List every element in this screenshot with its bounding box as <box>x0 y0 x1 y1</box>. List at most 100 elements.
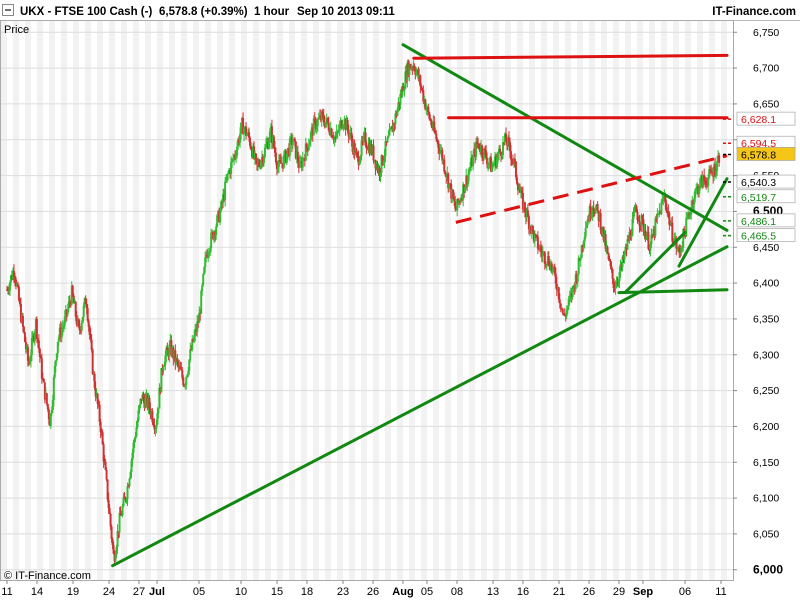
day-stripe <box>553 21 559 580</box>
candle-body <box>121 506 124 516</box>
candle-body <box>491 166 494 172</box>
candle-body <box>8 282 11 291</box>
candle-body <box>51 400 54 410</box>
day-stripe <box>541 21 547 580</box>
candle-body <box>216 215 219 227</box>
candle-body <box>500 151 503 157</box>
candle-body <box>640 215 643 226</box>
candle-body <box>509 151 512 160</box>
candle-body <box>97 403 100 405</box>
day-stripe <box>49 21 55 580</box>
candle-body <box>198 313 201 324</box>
candle-body <box>277 159 280 167</box>
day-stripe <box>265 21 271 580</box>
plot-frame <box>0 20 734 581</box>
candle-body <box>52 377 55 401</box>
candle-body <box>231 159 234 162</box>
candle-body <box>112 544 115 554</box>
candle-body <box>609 260 612 267</box>
candle-body <box>315 126 318 129</box>
candle-body <box>259 161 262 168</box>
day-stripe <box>613 21 619 580</box>
level-tag-box <box>736 147 796 161</box>
candle-body <box>376 163 379 172</box>
candle-body <box>702 175 705 188</box>
candle-body <box>148 397 151 409</box>
candle-body <box>154 428 157 430</box>
day-stripe <box>73 21 79 580</box>
collapse-icon[interactable] <box>2 4 14 16</box>
candle-body <box>129 472 132 479</box>
candle-body <box>384 141 387 156</box>
candle-body <box>165 347 168 356</box>
candle-body <box>683 228 686 233</box>
day-stripe <box>373 21 379 580</box>
candle-body <box>682 228 685 248</box>
candle-body <box>527 216 530 230</box>
candle-body <box>469 167 472 172</box>
candle-body <box>186 374 189 378</box>
timestamp-label: Sep 10 2013 09:11 <box>297 6 395 18</box>
candle-body <box>656 213 659 219</box>
candle-body <box>327 122 330 131</box>
day-stripe <box>229 21 235 580</box>
candle-body <box>262 157 265 163</box>
candle-body <box>614 287 617 289</box>
candle-body <box>139 398 142 406</box>
candle-body <box>514 161 517 178</box>
candle-body <box>24 342 27 350</box>
day-stripe <box>529 21 535 580</box>
candle-body <box>434 130 437 134</box>
candle-body <box>301 158 304 168</box>
day-stripe <box>721 21 727 580</box>
candle-body <box>278 159 281 161</box>
day-stripe <box>697 21 703 580</box>
candle-body <box>240 122 243 134</box>
candle-body <box>535 234 538 237</box>
candle-body <box>232 159 235 161</box>
candle-body <box>81 317 84 324</box>
candle-body <box>131 452 134 461</box>
candle-body <box>617 281 620 283</box>
candle-body <box>660 202 663 215</box>
candle-body <box>182 377 185 386</box>
candle-body <box>26 346 29 361</box>
candle-body <box>42 379 45 383</box>
candle-body <box>308 141 311 146</box>
y-tick-label: 6,750 <box>753 27 779 39</box>
candle-body <box>17 286 20 301</box>
candle-body <box>305 143 308 148</box>
candle-body <box>698 188 701 194</box>
candle-body <box>365 145 368 149</box>
instrument-title: UKX - FTSE 100 Cash (-) <box>20 6 152 18</box>
candle-body <box>285 153 288 163</box>
candle-body <box>539 246 542 252</box>
candle-body <box>226 174 229 181</box>
candle-body <box>615 282 618 288</box>
candle-body <box>703 175 706 181</box>
candle-body <box>219 211 222 223</box>
day-stripe <box>709 21 715 580</box>
candle-body <box>685 217 688 237</box>
day-stripe <box>313 21 319 580</box>
y-tick-label: 6,200 <box>753 421 779 433</box>
day-stripe <box>361 21 367 580</box>
candle-body <box>694 189 697 199</box>
candle-body <box>599 213 602 230</box>
support-trendline <box>111 245 729 568</box>
candle-body <box>444 171 447 175</box>
x-tick-label: Aug <box>392 586 413 598</box>
candle-body <box>341 125 344 129</box>
candle-body <box>239 133 242 143</box>
candle-body <box>638 221 641 226</box>
candle-body <box>678 247 681 252</box>
candle-body <box>636 212 639 221</box>
x-tick-label: 05 <box>421 586 433 598</box>
candle-body <box>248 132 251 138</box>
candle-body <box>124 497 127 501</box>
candle-body <box>53 366 56 378</box>
candle-body <box>633 210 636 213</box>
candle-body <box>645 237 648 240</box>
